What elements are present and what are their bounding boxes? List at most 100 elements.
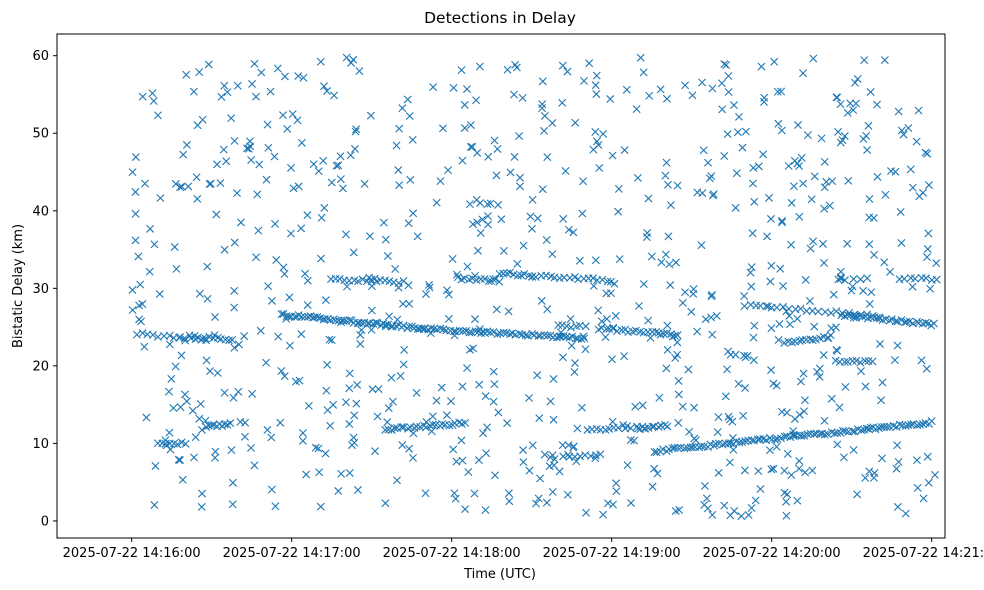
data-point-marker	[648, 422, 657, 431]
data-point-marker	[244, 144, 253, 153]
data-point-marker	[810, 430, 819, 439]
data-point-marker	[165, 331, 174, 340]
data-point-marker	[170, 242, 179, 251]
data-point-marker	[608, 417, 617, 426]
data-point-marker	[282, 314, 291, 323]
data-point-marker	[748, 229, 757, 238]
data-point-marker	[383, 418, 392, 427]
data-point-marker	[246, 443, 255, 452]
data-point-marker	[229, 393, 238, 402]
data-point-marker	[395, 124, 404, 133]
data-point-marker	[592, 90, 601, 99]
data-point-marker	[367, 325, 376, 334]
data-point-marker	[230, 136, 239, 145]
data-point-marker	[747, 504, 756, 512]
data-point-marker	[276, 418, 285, 427]
data-point-marker	[785, 311, 794, 320]
data-point-marker	[213, 160, 221, 169]
data-point-marker	[226, 419, 235, 428]
data-point-marker	[246, 142, 255, 151]
data-point-marker	[352, 125, 361, 134]
data-point-marker	[345, 384, 354, 393]
data-point-marker	[796, 377, 805, 386]
data-point-marker	[162, 441, 171, 450]
data-point-marker	[240, 332, 249, 341]
data-point-marker	[585, 59, 594, 68]
data-point-marker	[323, 315, 332, 324]
data-point-marker	[602, 325, 611, 334]
data-point-marker	[543, 331, 552, 340]
data-point-marker	[820, 183, 829, 192]
data-point-marker	[731, 203, 740, 212]
data-point-marker	[499, 328, 508, 337]
data-point-marker	[921, 318, 930, 327]
data-point-marker	[532, 499, 541, 508]
data-point-marker	[191, 433, 200, 442]
data-point-marker	[313, 313, 322, 321]
data-point-marker	[789, 182, 798, 191]
data-point-marker	[806, 244, 815, 253]
data-point-marker	[267, 296, 276, 305]
data-point-marker	[538, 185, 547, 194]
data-point-marker	[843, 108, 852, 117]
data-point-marker	[648, 327, 657, 336]
data-point-marker	[861, 356, 870, 365]
data-point-marker	[448, 254, 457, 263]
data-point-marker	[469, 344, 478, 353]
data-point-marker	[718, 105, 727, 114]
data-point-marker	[429, 83, 438, 92]
data-point-marker	[614, 207, 623, 216]
data-point-marker	[594, 306, 603, 315]
data-point-marker	[190, 453, 198, 462]
data-point-marker	[472, 96, 481, 105]
data-point-marker	[428, 412, 437, 421]
data-point-marker	[579, 332, 588, 341]
data-point-marker	[195, 414, 204, 423]
data-point-marker	[181, 439, 190, 448]
data-point-marker	[528, 195, 537, 204]
data-point-marker	[250, 59, 259, 68]
data-point-marker	[892, 464, 901, 473]
data-point-marker	[857, 426, 866, 435]
data-point-marker	[723, 130, 732, 139]
data-point-marker	[510, 152, 519, 161]
data-point-marker	[383, 252, 392, 261]
data-point-marker	[724, 88, 733, 97]
data-point-marker	[890, 356, 899, 365]
data-point-marker	[337, 318, 346, 327]
data-point-marker	[612, 487, 621, 496]
data-point-marker	[549, 415, 558, 424]
data-point-marker	[805, 296, 814, 305]
data-point-marker	[387, 373, 396, 382]
data-point-marker	[924, 478, 933, 487]
data-point-marker	[404, 281, 413, 290]
data-point-marker	[484, 277, 493, 286]
data-point-marker	[671, 354, 680, 362]
data-point-marker	[213, 368, 222, 377]
data-point-marker	[490, 136, 499, 145]
data-point-marker	[233, 189, 242, 198]
data-point-marker	[793, 159, 802, 168]
data-point-marker	[303, 301, 312, 310]
data-point-marker	[450, 331, 459, 340]
data-point-marker	[138, 329, 147, 338]
data-point-marker	[210, 453, 219, 462]
data-point-marker	[177, 182, 186, 191]
data-point-marker	[814, 307, 823, 316]
data-point-marker	[663, 422, 672, 431]
data-point-marker	[906, 165, 915, 174]
data-point-marker	[320, 203, 329, 212]
data-point-marker	[846, 99, 855, 108]
data-point-marker	[704, 158, 712, 167]
data-point-marker	[734, 379, 743, 388]
data-point-marker	[548, 487, 557, 496]
data-point-marker	[316, 57, 325, 66]
data-point-marker	[698, 189, 707, 198]
data-point-marker	[564, 450, 573, 459]
data-point-marker	[602, 289, 611, 298]
data-point-marker	[497, 215, 506, 224]
data-point-marker	[253, 190, 262, 199]
data-point-marker	[345, 316, 354, 325]
data-point-marker	[303, 211, 312, 220]
y-tick-label: 10	[32, 437, 49, 452]
